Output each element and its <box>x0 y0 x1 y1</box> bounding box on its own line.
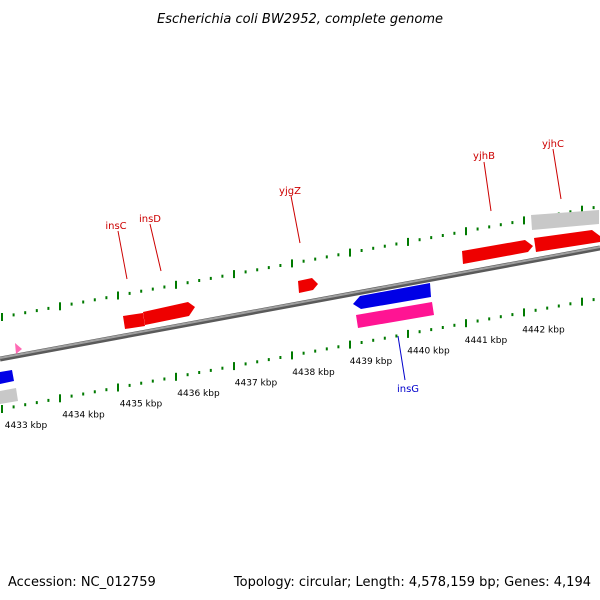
gene-yjhB[interactable] <box>462 240 533 264</box>
gene-insG-pink[interactable] <box>356 302 434 328</box>
feature-pink-marker[interactable] <box>15 343 22 354</box>
kbp-label: 4435 kbp <box>120 400 163 410</box>
gene-label-insC: insC <box>105 221 126 232</box>
accession-text: Accession: NC_012759 <box>8 575 156 590</box>
gene-insC[interactable] <box>123 313 145 329</box>
gene-label-leaders <box>117 148 562 381</box>
map-title: Escherichia coli BW2952, complete genome <box>157 12 443 27</box>
kbp-label-row: 4433 kbp 4434 kbp 4435 kbp 4436 kbp 4437 kbp… <box>5 325 565 431</box>
genome-backbone <box>0 245 600 362</box>
kbp-label: 4434 kbp <box>62 410 105 420</box>
gene-label-yjhC: yjhC <box>542 139 564 150</box>
kbp-label: 4441 kbp <box>465 336 508 346</box>
gene-insD[interactable] <box>143 302 195 325</box>
kbp-label: 4436 kbp <box>177 389 220 399</box>
kbp-label: 4442 kbp <box>522 325 565 335</box>
gene-yjgZ[interactable] <box>298 278 318 293</box>
gene-label-yjhB: yjhB <box>473 151 495 162</box>
genome-summary-text: Topology: circular; Length: 4,578,159 bp… <box>233 575 591 590</box>
kbp-label: 4437 kbp <box>235 378 278 388</box>
feature-left-grey[interactable] <box>0 388 18 404</box>
feature-track <box>0 210 600 404</box>
kbp-label: 4433 kbp <box>5 421 48 431</box>
kbp-label: 4439 kbp <box>350 357 393 367</box>
feature-left-blue[interactable] <box>0 370 14 384</box>
kbp-label: 4438 kbp <box>292 368 335 378</box>
gene-label-insG: insG <box>397 384 419 395</box>
gene-yjhC[interactable] <box>534 230 600 252</box>
gene-label-yjgZ: yjgZ <box>279 186 301 197</box>
lower-tick-row <box>1 297 595 413</box>
gene-insG-blue[interactable] <box>353 283 431 309</box>
gene-label-insD: insD <box>139 214 161 225</box>
gene-yjhC-grey[interactable] <box>531 210 599 230</box>
kbp-label: 4440 kbp <box>407 347 450 357</box>
upper-tick-row <box>1 205 595 321</box>
gene-labels: insC insD yjgZ yjhB yjhC insG <box>105 139 564 395</box>
